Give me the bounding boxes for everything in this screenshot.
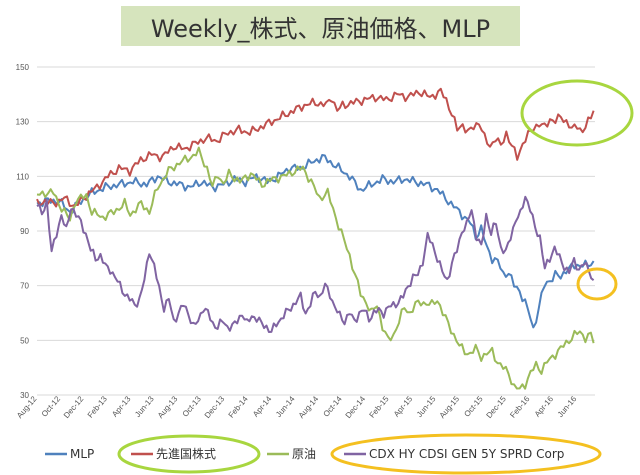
x-tick-label: Feb-13 xyxy=(86,394,110,420)
x-tick-label: Jun-13 xyxy=(133,394,156,419)
highlight-ellipse-yellow-legend xyxy=(330,433,602,475)
chart-title: Weekly_株式、原油価格、MLP xyxy=(150,14,491,43)
legend: MLP 先進国株式 原油 CDX HY CDSI GEN 5Y SPRD Corp xyxy=(45,446,564,461)
x-tick-label: Apr-16 xyxy=(533,394,556,419)
y-tick-label: 90 xyxy=(20,227,29,236)
y-tick-label: 130 xyxy=(16,118,30,127)
y-tick-label: 50 xyxy=(20,336,29,345)
x-tick-label: Jun-14 xyxy=(274,394,297,419)
series-line-0 xyxy=(36,154,595,329)
x-tick-label: Dec-13 xyxy=(203,394,227,420)
x-tick-label: Jun-15 xyxy=(415,394,438,419)
series-line-3 xyxy=(36,195,595,333)
x-tick-label: Apr-14 xyxy=(251,394,274,419)
x-tick-label: Aug-15 xyxy=(438,394,462,420)
y-axis-tick-labels: 30 50 70 90 110 130 150 xyxy=(16,63,30,400)
x-tick-label: Apr-15 xyxy=(392,394,415,419)
x-tick-label: Feb-15 xyxy=(367,394,391,420)
x-axis-tick-labels: Aug-12 Oct-12 Dec-12 Feb-13 Apr-13 Jun-13 Aug-… xyxy=(15,394,579,420)
x-tick-label: Oct-12 xyxy=(40,394,63,419)
legend-label: 原油 xyxy=(292,447,316,461)
x-tick-label: Dec-14 xyxy=(344,394,368,420)
series-line-1 xyxy=(36,87,595,208)
highlight-ellipse-yellow-chart xyxy=(576,267,618,301)
x-tick-label: Feb-14 xyxy=(227,394,251,420)
x-tick-label: Jun-16 xyxy=(556,394,579,419)
legend-label: CDX HY CDSI GEN 5Y SPRD Corp xyxy=(369,447,564,461)
series-line-2 xyxy=(36,146,595,390)
legend-label: MLP xyxy=(70,447,94,461)
x-tick-label: Oct-14 xyxy=(321,394,344,419)
x-tick-label: Dec-12 xyxy=(62,394,86,420)
legend-label: 先進国株式 xyxy=(156,446,216,461)
gridlines xyxy=(37,66,595,396)
x-tick-label: Aug-14 xyxy=(297,394,321,420)
chart-title-box: Weekly_株式、原油価格、MLP xyxy=(121,6,520,46)
y-tick-label: 70 xyxy=(20,282,29,291)
highlight-annotations xyxy=(117,79,634,475)
x-tick-label: Dec-15 xyxy=(484,394,508,420)
y-tick-label: 110 xyxy=(16,172,29,181)
y-tick-label: 150 xyxy=(16,63,30,72)
x-tick-label: Apr-13 xyxy=(110,394,133,419)
x-tick-label: Oct-13 xyxy=(181,394,204,419)
y-tick-label: 30 xyxy=(20,391,29,400)
x-tick-label: Oct-15 xyxy=(462,394,485,419)
x-tick-label: Feb-16 xyxy=(508,394,532,420)
highlight-ellipse-green-legend xyxy=(117,434,261,474)
highlight-ellipse-green-chart xyxy=(520,79,634,147)
series-lines xyxy=(36,87,595,390)
x-tick-label: Aug-13 xyxy=(156,394,180,420)
